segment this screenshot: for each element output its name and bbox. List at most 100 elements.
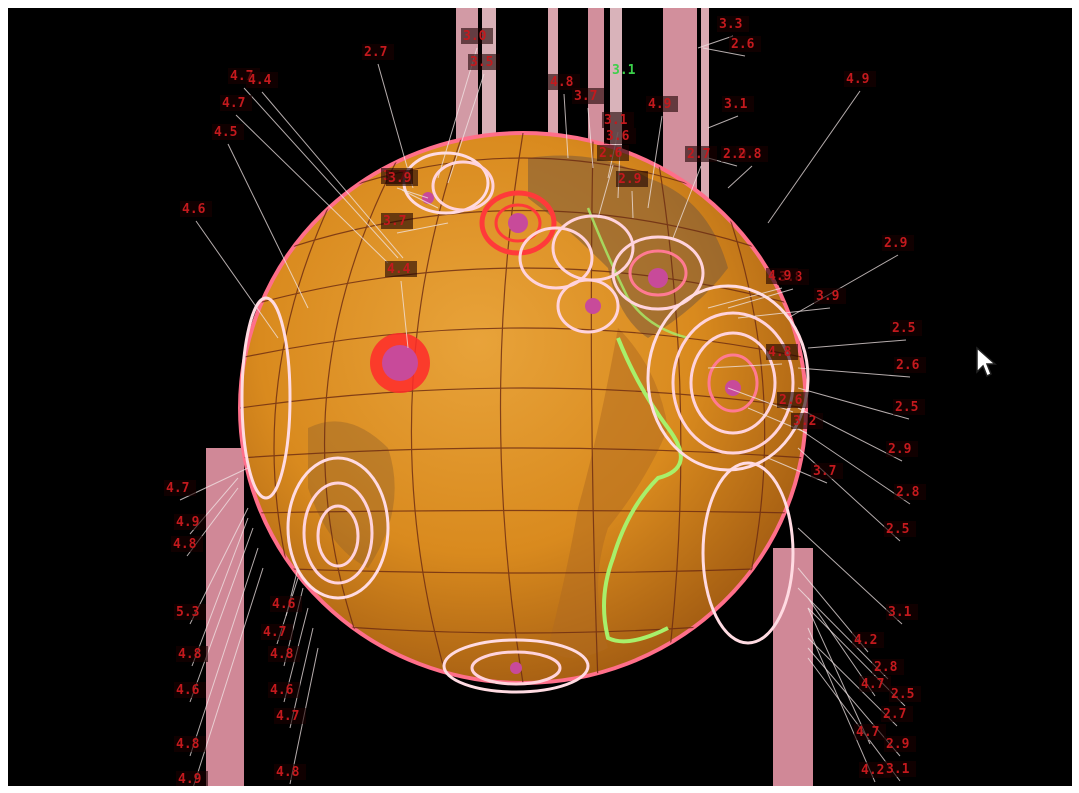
leader-line bbox=[647, 115, 663, 209]
leader-line bbox=[707, 115, 739, 129]
magnitude-label: 2.8 bbox=[874, 660, 898, 675]
magnitude-label: 2.9 bbox=[886, 737, 909, 752]
magnitude-label: 2.5 bbox=[892, 321, 915, 336]
leader-line bbox=[563, 93, 569, 159]
magnitude-label-bg bbox=[220, 95, 252, 111]
magnitude-label-bg bbox=[777, 392, 809, 408]
magnitude-label-bg bbox=[881, 706, 913, 722]
magnitude-label-bg bbox=[174, 736, 206, 752]
magnitude-label-bg bbox=[886, 441, 918, 457]
magnitude-label-bg bbox=[362, 44, 394, 60]
magnitude-label-bg bbox=[811, 463, 843, 479]
magnitude-label: 4.6 bbox=[272, 597, 296, 612]
magnitude-label: 2.9 bbox=[888, 442, 911, 457]
leader-line bbox=[587, 107, 594, 169]
globe-viewport[interactable]: 4.74.44.74.54.64.94.73.03.52.73.74.83.73… bbox=[8, 8, 1072, 786]
magnitude-label: 2.5 bbox=[886, 522, 909, 537]
magnitude-label-bg bbox=[884, 736, 916, 752]
magnitude-label: 4.6 bbox=[176, 683, 200, 698]
magnitude-label: 3.6 bbox=[606, 129, 630, 144]
magnitude-label-bg bbox=[180, 201, 212, 217]
leader-line bbox=[195, 220, 279, 339]
magnitude-label: 3.7 bbox=[813, 464, 836, 479]
magnitude-label-bg bbox=[174, 514, 206, 530]
leader-line bbox=[191, 517, 249, 667]
magnitude-label-bg bbox=[274, 764, 306, 780]
magnitude-label: 2.6 bbox=[896, 358, 920, 373]
leader-line bbox=[377, 63, 414, 189]
leader-line bbox=[261, 91, 404, 259]
magnitude-label-bg bbox=[766, 344, 798, 360]
leader-line bbox=[807, 339, 907, 349]
highlight-magnitude-label: 3.1 bbox=[612, 63, 636, 78]
leader-line bbox=[697, 35, 734, 49]
magnitude-label-bg bbox=[468, 54, 500, 70]
magnitude-label: 3.9 bbox=[816, 289, 839, 304]
magnitude-label: 3.0 bbox=[463, 29, 487, 44]
magnitude-label: 3.7 bbox=[383, 214, 406, 229]
magnitude-label-bg bbox=[616, 171, 648, 187]
magnitude-label-bg bbox=[717, 16, 749, 32]
magnitude-label: 2.6 bbox=[731, 37, 755, 52]
magnitude-label-bg bbox=[381, 213, 413, 229]
leader-line bbox=[797, 367, 911, 378]
magnitude-label-bg bbox=[270, 596, 302, 612]
magnitude-label-bg bbox=[548, 74, 580, 90]
magnitude-label-bg bbox=[646, 96, 678, 112]
leader-line bbox=[797, 527, 903, 625]
magnitude-label: 4.5 bbox=[214, 125, 237, 140]
magnitude-label-bg bbox=[894, 357, 926, 373]
magnitude-label-bg bbox=[882, 235, 914, 251]
magnitude-label-bg bbox=[893, 399, 925, 415]
mouse-pointer-icon bbox=[976, 346, 997, 378]
leader-line bbox=[672, 165, 702, 239]
magnitude-label: 4.7 bbox=[861, 677, 884, 692]
leader-line bbox=[189, 527, 254, 703]
magnitude-label-bg bbox=[852, 632, 884, 648]
magnitude-label: 4.7 bbox=[222, 96, 245, 111]
leader-line bbox=[807, 657, 901, 782]
magnitude-label: 3.7 bbox=[574, 89, 597, 104]
magnitude-label: 2.6 bbox=[599, 146, 623, 161]
magnitude-label-bg bbox=[890, 320, 922, 336]
leader-line bbox=[797, 387, 910, 420]
magnitude-label: 4.9 bbox=[768, 269, 791, 284]
magnitude-label: 3.1 bbox=[604, 113, 628, 128]
magnitude-label-bg bbox=[872, 659, 904, 675]
magnitude-label-bg bbox=[814, 288, 846, 304]
magnitude-label-bg bbox=[385, 261, 417, 277]
leader-line bbox=[401, 189, 439, 209]
magnitude-label: 2.5 bbox=[891, 687, 914, 702]
magnitude-label: 2.8 bbox=[896, 485, 920, 500]
magnitude-label: 2.7 bbox=[687, 147, 710, 162]
magnitude-label: 4.7 bbox=[263, 625, 286, 640]
magnitude-label-bg bbox=[268, 646, 300, 662]
magnitude-label: 4.8 bbox=[550, 75, 574, 90]
magnitude-label: 4.6 bbox=[270, 683, 294, 698]
leader-line bbox=[597, 164, 614, 219]
magnitude-label-bg bbox=[176, 771, 208, 786]
magnitude-label-bg bbox=[274, 708, 306, 724]
magnitude-label-bg bbox=[572, 88, 604, 104]
magnitude-label: 4.7 bbox=[856, 725, 879, 740]
magnitude-label-bg bbox=[171, 536, 203, 552]
magnitude-label: 4.8 bbox=[178, 647, 202, 662]
magnitude-label-bg bbox=[722, 96, 754, 112]
magnitude-label-bg bbox=[164, 480, 196, 496]
magnitude-label-bg bbox=[268, 682, 300, 698]
earthquake-globe-scene: 4.74.44.74.54.64.94.73.03.52.73.74.83.73… bbox=[164, 8, 926, 786]
leader-line bbox=[189, 547, 259, 757]
magnitude-label: 4.8 bbox=[768, 345, 792, 360]
magnitude-label-bg bbox=[685, 146, 717, 162]
magnitude-label-bg bbox=[736, 146, 768, 162]
leader-line bbox=[235, 114, 389, 264]
magnitude-label: 2.5 bbox=[895, 400, 918, 415]
magnitude-label: 3.2 bbox=[793, 414, 816, 429]
magnitude-label: 3.1 bbox=[886, 762, 910, 777]
magnitude-label: 3.3 bbox=[719, 17, 742, 32]
magnitude-label: 2.9 bbox=[884, 236, 907, 251]
magnitude-label: 4.8 bbox=[276, 765, 300, 780]
magnitude-label: 4.2 bbox=[854, 633, 877, 648]
magnitude-label-bg bbox=[889, 686, 921, 702]
magnitude-label: 4.7 bbox=[276, 709, 299, 724]
